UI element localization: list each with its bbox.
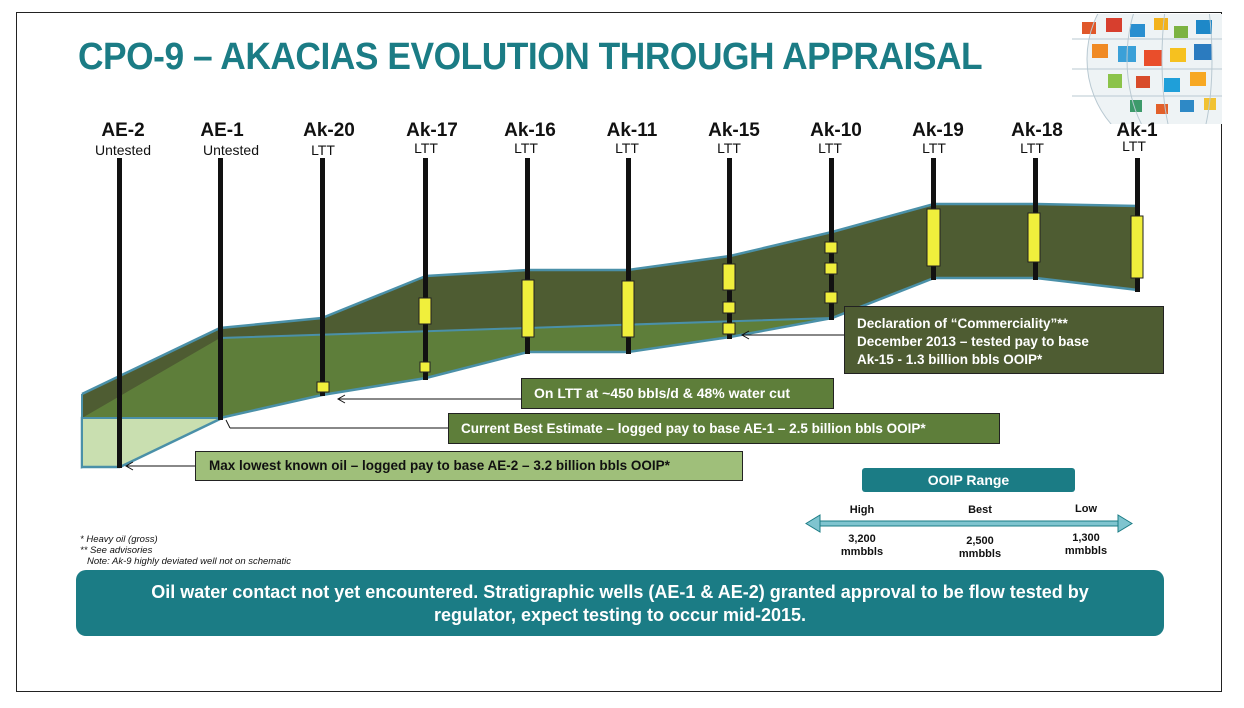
well-status-ae2: Untested <box>94 142 152 158</box>
well-status-ak11: LTT <box>615 140 639 156</box>
max-lko-callout: Max lowest known oil – logged pay to bas… <box>195 451 743 481</box>
well-name-ae1: AE-1 <box>200 120 244 141</box>
well-status-ak16: LTT <box>514 140 538 156</box>
pay-interval-ak15-c <box>722 322 736 335</box>
max-lko-zone-fill <box>82 418 220 466</box>
pay-interval-ak15-b <box>722 301 736 314</box>
well-stick-ak20 <box>320 158 325 396</box>
ooip-low-number: 1,300 <box>1072 532 1100 544</box>
well-name-ak18: Ak-18 <box>1011 120 1063 141</box>
ooip-best-number: 2,500 <box>966 535 994 547</box>
pay-interval-ak16 <box>521 279 535 338</box>
pay-interval-ak10-a <box>824 241 838 254</box>
slide-title: CPO-9 – AKACIAS EVOLUTION THROUGH APPRAI… <box>78 36 983 78</box>
ooip-low-unit: mmbbls <box>1064 545 1108 557</box>
pay-interval-ak19 <box>926 208 941 267</box>
ooip-range-arrow <box>805 514 1133 533</box>
summary-banner-line-2: regulator, expect testing to occur mid-2… <box>433 605 807 625</box>
ooip-range-title: OOIP Range <box>862 468 1075 492</box>
well-stick-ak10 <box>829 158 834 320</box>
current-best-callout: Current Best Estimate – logged pay to ba… <box>448 413 1000 444</box>
pay-interval-ak11 <box>621 280 635 338</box>
well-name-ak17: Ak-17 <box>406 120 458 141</box>
well-name-ae2: AE-2 <box>101 120 145 141</box>
reservoir-band-lower <box>82 318 832 418</box>
well-stick-ak11 <box>626 158 631 354</box>
well-stick-ae2 <box>117 158 122 468</box>
pay-interval-ak1 <box>1130 215 1144 279</box>
well-status-ak19: LTT <box>922 140 946 156</box>
ooip-high-unit: mmbbls <box>840 546 884 558</box>
footnotes: * Heavy oil (gross) ** See advisories No… <box>80 534 291 567</box>
ooip-low-label: Low <box>1075 503 1097 515</box>
pay-interval-ak10-c <box>824 291 838 304</box>
well-stick-ak17 <box>423 158 428 380</box>
well-status-ak10: LTT <box>818 140 842 156</box>
pay-interval-ak15-a <box>722 263 736 291</box>
summary-banner-line-1: Oil water contact not yet encountered. S… <box>151 582 1089 602</box>
ooip-best-label: Best <box>968 504 992 516</box>
well-stick-ae1 <box>218 158 223 420</box>
summary-banner: Oil water contact not yet encountered. S… <box>76 570 1164 636</box>
declaration-line-2: December 2013 – tested pay to base <box>857 334 1089 349</box>
pay-interval-ak17-b <box>419 361 431 373</box>
well-name-ak20: Ak-20 <box>303 120 355 141</box>
well-status-ak17: LTT <box>414 140 438 156</box>
pay-interval-ak20 <box>316 381 330 393</box>
well-name-ak10: Ak-10 <box>810 120 862 141</box>
declaration-line-3: Ak-15 - 1.3 billion bbls OOIP* <box>857 352 1043 367</box>
pay-interval-ak10-b <box>824 262 838 275</box>
declaration-line-1: Declaration of “Commerciality”** <box>857 316 1068 331</box>
well-stick-ak16 <box>525 158 530 354</box>
well-name-ak11: Ak-11 <box>606 120 658 141</box>
well-status-ae1: Untested <box>202 142 260 158</box>
well-stick-ak15 <box>727 158 732 339</box>
globe-logo-icon <box>1072 14 1222 124</box>
well-name-ak15: Ak-15 <box>708 120 760 141</box>
pay-interval-ak18 <box>1027 212 1041 263</box>
well-name-ak1: Ak-1 <box>1116 120 1158 141</box>
footnote-ak9: Note: Ak-9 highly deviated well not on s… <box>87 556 292 567</box>
declaration-callout: Declaration of “Commerciality”** Decembe… <box>844 306 1164 374</box>
footnote-heavy-oil: * Heavy oil (gross) <box>80 534 158 545</box>
well-status-ak18: LTT <box>1020 140 1044 156</box>
well-name-ak19: Ak-19 <box>912 120 964 141</box>
well-status-ak20: LTT <box>311 142 335 158</box>
well-status-ak1: LTT <box>1122 138 1146 154</box>
ooip-best-value: 2,500 mmbbls <box>945 535 1015 561</box>
ltt-callout: On LTT at ~450 bbls/d & 48% water cut <box>521 378 834 409</box>
ooip-high-number: 3,200 <box>848 533 876 545</box>
ooip-low-value: 1,300 mmbbls <box>1051 532 1121 558</box>
footnote-advisories: ** See advisories <box>80 545 153 556</box>
ooip-best-unit: mmbbls <box>958 548 1002 560</box>
pay-interval-ak17-a <box>418 297 432 325</box>
ooip-high-label: High <box>849 504 875 516</box>
ooip-high-value: 3,200 mmbbls <box>827 533 897 559</box>
well-name-ak16: Ak-16 <box>504 120 556 141</box>
well-status-ak15: LTT <box>717 140 741 156</box>
